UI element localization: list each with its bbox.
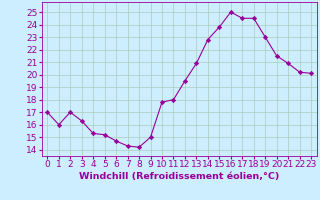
- X-axis label: Windchill (Refroidissement éolien,°C): Windchill (Refroidissement éolien,°C): [79, 172, 279, 181]
